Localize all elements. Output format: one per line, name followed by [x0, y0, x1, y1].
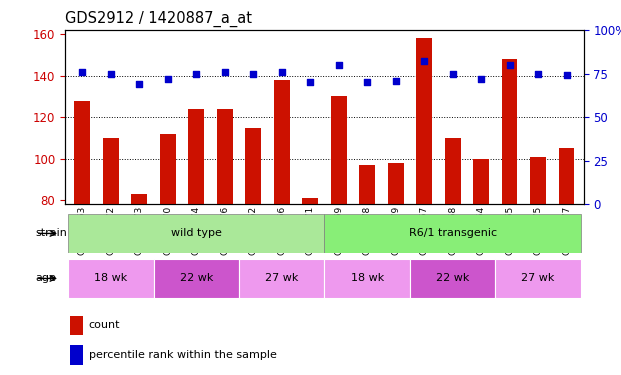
- Bar: [188, 109, 204, 204]
- Bar: [132, 194, 147, 204]
- Bar: [530, 157, 546, 204]
- Text: 18 wk: 18 wk: [351, 273, 384, 284]
- Point: [306, 80, 315, 86]
- Text: count: count: [89, 321, 120, 330]
- Text: age: age: [36, 273, 57, 284]
- Point: [277, 69, 287, 75]
- Bar: [274, 80, 289, 204]
- Text: 22 wk: 22 wk: [179, 273, 213, 284]
- Bar: [68, 214, 324, 253]
- Bar: [502, 59, 517, 204]
- Text: GDS2912 / 1420887_a_at: GDS2912 / 1420887_a_at: [65, 11, 252, 27]
- Text: 18 wk: 18 wk: [94, 273, 127, 284]
- Point: [391, 78, 401, 84]
- Text: 27 wk: 27 wk: [265, 273, 299, 284]
- Bar: [217, 109, 233, 204]
- Bar: [70, 345, 83, 365]
- Bar: [103, 138, 119, 204]
- Point: [561, 72, 571, 78]
- Point: [163, 76, 173, 82]
- Bar: [239, 259, 324, 298]
- Text: wild type: wild type: [171, 228, 222, 238]
- Bar: [70, 316, 83, 335]
- Bar: [245, 128, 261, 204]
- Bar: [331, 96, 347, 204]
- Point: [134, 81, 144, 87]
- Bar: [496, 259, 581, 298]
- Bar: [68, 259, 153, 298]
- Bar: [416, 38, 432, 204]
- Point: [448, 70, 458, 76]
- Text: R6/1 transgenic: R6/1 transgenic: [409, 228, 497, 238]
- Point: [476, 76, 486, 82]
- Point: [78, 69, 88, 75]
- Bar: [473, 159, 489, 204]
- Bar: [75, 100, 90, 204]
- Point: [333, 62, 343, 68]
- Bar: [445, 138, 461, 204]
- Bar: [410, 259, 496, 298]
- Point: [533, 70, 543, 76]
- Bar: [388, 163, 404, 204]
- Point: [106, 70, 116, 76]
- Point: [248, 70, 258, 76]
- Text: 27 wk: 27 wk: [522, 273, 555, 284]
- Point: [505, 62, 515, 68]
- Bar: [360, 165, 375, 204]
- Bar: [153, 259, 239, 298]
- Bar: [160, 134, 176, 204]
- Point: [220, 69, 230, 75]
- Bar: [302, 198, 318, 204]
- Text: percentile rank within the sample: percentile rank within the sample: [89, 350, 276, 360]
- Point: [362, 80, 372, 86]
- Bar: [324, 214, 581, 253]
- Text: 22 wk: 22 wk: [436, 273, 469, 284]
- Point: [191, 70, 201, 76]
- Bar: [324, 259, 410, 298]
- Bar: [559, 148, 574, 204]
- Text: strain: strain: [36, 228, 68, 238]
- Point: [419, 58, 429, 64]
